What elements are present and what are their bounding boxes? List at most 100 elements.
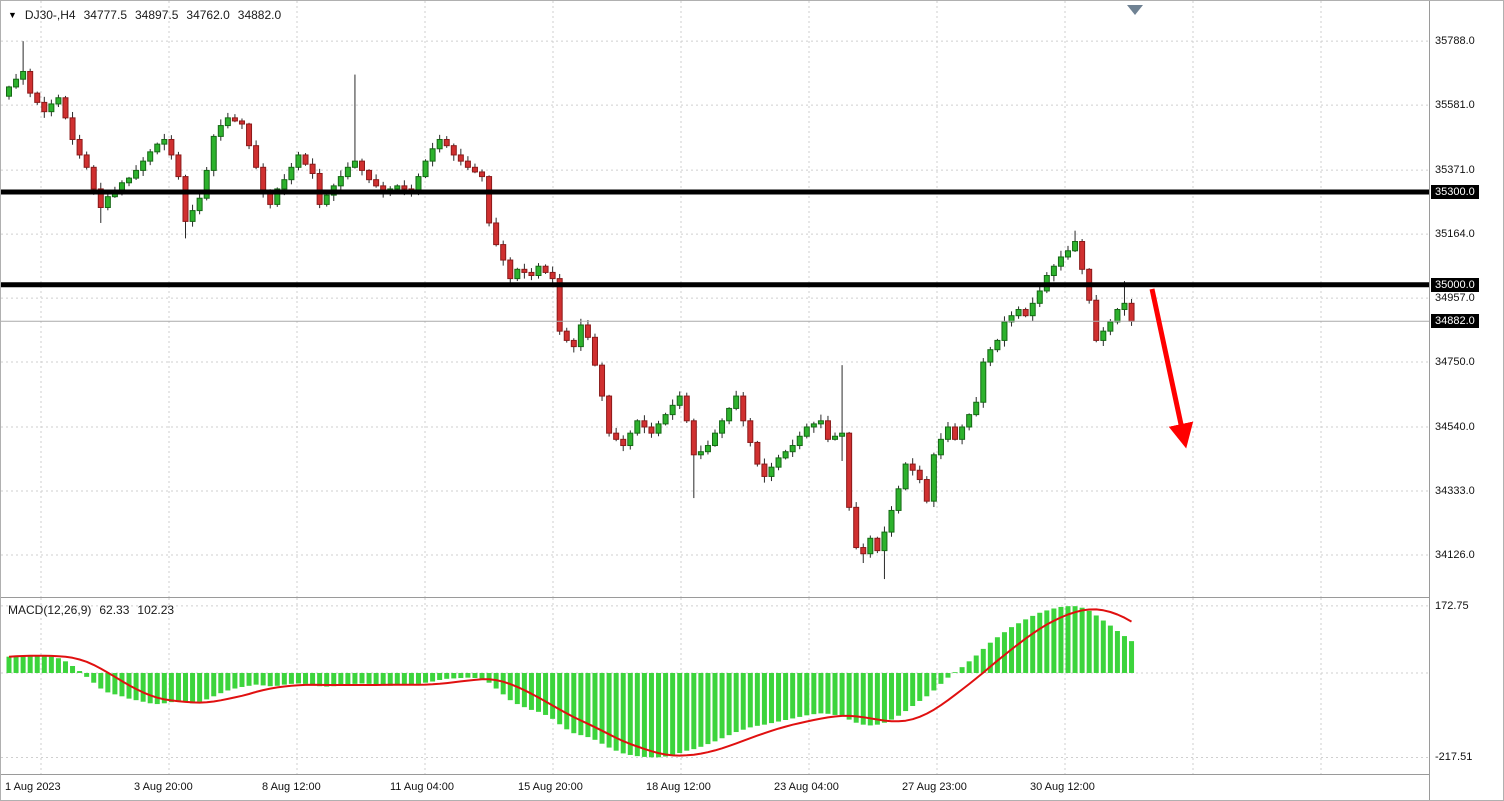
ohlc-open: 34777.5 <box>83 8 127 22</box>
price-chart-pane[interactable]: ▼ DJ30-,H4 34777.5 34897.5 34762.0 34882… <box>1 1 1429 597</box>
macd-bar <box>1044 610 1050 673</box>
macd-bar <box>486 672 492 683</box>
price-tick-label: 35581.0 <box>1435 99 1475 112</box>
candle <box>224 117 231 127</box>
candle <box>973 401 980 416</box>
macd-bar <box>811 672 817 715</box>
macd-bar <box>536 672 541 712</box>
candle <box>754 441 761 465</box>
candle <box>217 125 224 137</box>
candle <box>48 103 55 113</box>
trend-arrow[interactable] <box>1149 288 1194 449</box>
candle <box>260 166 267 193</box>
macd-bar <box>373 672 379 685</box>
macd-bar <box>1065 606 1071 673</box>
candle <box>676 395 683 406</box>
macd-bar <box>62 661 68 673</box>
macd-bar <box>1129 641 1135 673</box>
candle <box>41 101 48 113</box>
macd-bar <box>783 672 789 720</box>
time-axis[interactable]: 1 Aug 2023 3 Aug 20:00 8 Aug 12:00 11 Aug 0… <box>1 775 1429 800</box>
macd-bar <box>910 672 916 707</box>
candle <box>853 506 860 549</box>
macd-bar <box>987 642 993 673</box>
candle <box>1114 309 1121 323</box>
macd-bar <box>458 672 464 679</box>
price-tick-label: 34750.0 <box>1435 356 1475 369</box>
macd-canvas[interactable] <box>1 598 1429 774</box>
symbol-period-label: DJ30-,H4 <box>24 8 76 22</box>
candle <box>733 395 740 409</box>
macd-bar <box>839 672 845 717</box>
macd-bar <box>70 665 76 673</box>
macd-bar <box>874 672 880 725</box>
pane-separator[interactable] <box>1 597 1430 598</box>
time-axis-label: 23 Aug 04:00 <box>774 781 839 793</box>
macd-bar <box>147 672 153 704</box>
macd-bar <box>472 672 478 679</box>
macd-bar <box>281 672 287 685</box>
macd-bar <box>952 672 958 674</box>
candle <box>450 145 457 156</box>
candle <box>563 330 570 341</box>
chart-shift-icon[interactable] <box>1127 5 1143 15</box>
macd-bar <box>571 672 577 734</box>
candle <box>959 426 966 440</box>
macd-bar <box>359 672 365 684</box>
macd-bar <box>13 655 19 673</box>
price-axis[interactable]: 35788.0 35581.0 35371.0 35164.0 34957.0 34750… <box>1430 1 1503 800</box>
macd-bar <box>761 672 767 725</box>
candle <box>13 78 20 88</box>
candle <box>697 451 704 456</box>
macd-bar <box>232 672 238 689</box>
macd-bar <box>585 672 591 738</box>
candle <box>662 414 669 425</box>
candle <box>514 268 521 280</box>
macd-bar <box>620 672 626 754</box>
candle <box>210 135 217 171</box>
macd-bar <box>924 672 930 697</box>
candle <box>655 423 662 434</box>
macd-bar <box>401 672 407 686</box>
macd-bar <box>500 672 506 695</box>
candle <box>888 509 895 533</box>
macd-bar <box>846 672 852 720</box>
candle <box>344 166 351 178</box>
candle <box>641 420 648 428</box>
macd-bar <box>41 655 47 673</box>
candle <box>359 160 365 171</box>
macd-bar <box>698 672 704 747</box>
symbol-dropdown-icon[interactable]: ▼ <box>8 10 17 20</box>
macd-bar <box>1093 615 1099 673</box>
candle <box>761 463 768 477</box>
time-axis-label: 27 Aug 23:00 <box>902 781 967 793</box>
candle <box>457 154 464 162</box>
macd-bar <box>112 672 118 695</box>
macd-bar <box>1016 623 1022 673</box>
macd-bar <box>973 655 979 673</box>
candle <box>62 97 69 119</box>
candle <box>133 169 140 179</box>
macd-bar <box>1051 608 1057 673</box>
macd-bar <box>656 672 662 758</box>
macd-bar <box>564 672 570 730</box>
candle <box>479 171 486 178</box>
time-axis-label: 3 Aug 20:00 <box>134 781 193 793</box>
macd-bar <box>366 672 372 684</box>
macd-bar <box>190 672 196 704</box>
macd-bar <box>733 672 739 733</box>
macd-indicator-pane[interactable] <box>1 598 1429 774</box>
macd-bar <box>465 672 471 678</box>
macd-bar <box>627 672 633 755</box>
price-chart-canvas[interactable] <box>1 1 1429 597</box>
candle <box>1008 315 1015 323</box>
macd-bar <box>6 656 12 673</box>
candle <box>620 438 627 447</box>
candle <box>606 395 613 434</box>
macd-bar <box>705 672 711 745</box>
candle <box>712 432 718 447</box>
candle <box>1029 302 1036 317</box>
candle <box>471 166 478 173</box>
candle <box>704 445 711 453</box>
candle <box>493 222 500 246</box>
